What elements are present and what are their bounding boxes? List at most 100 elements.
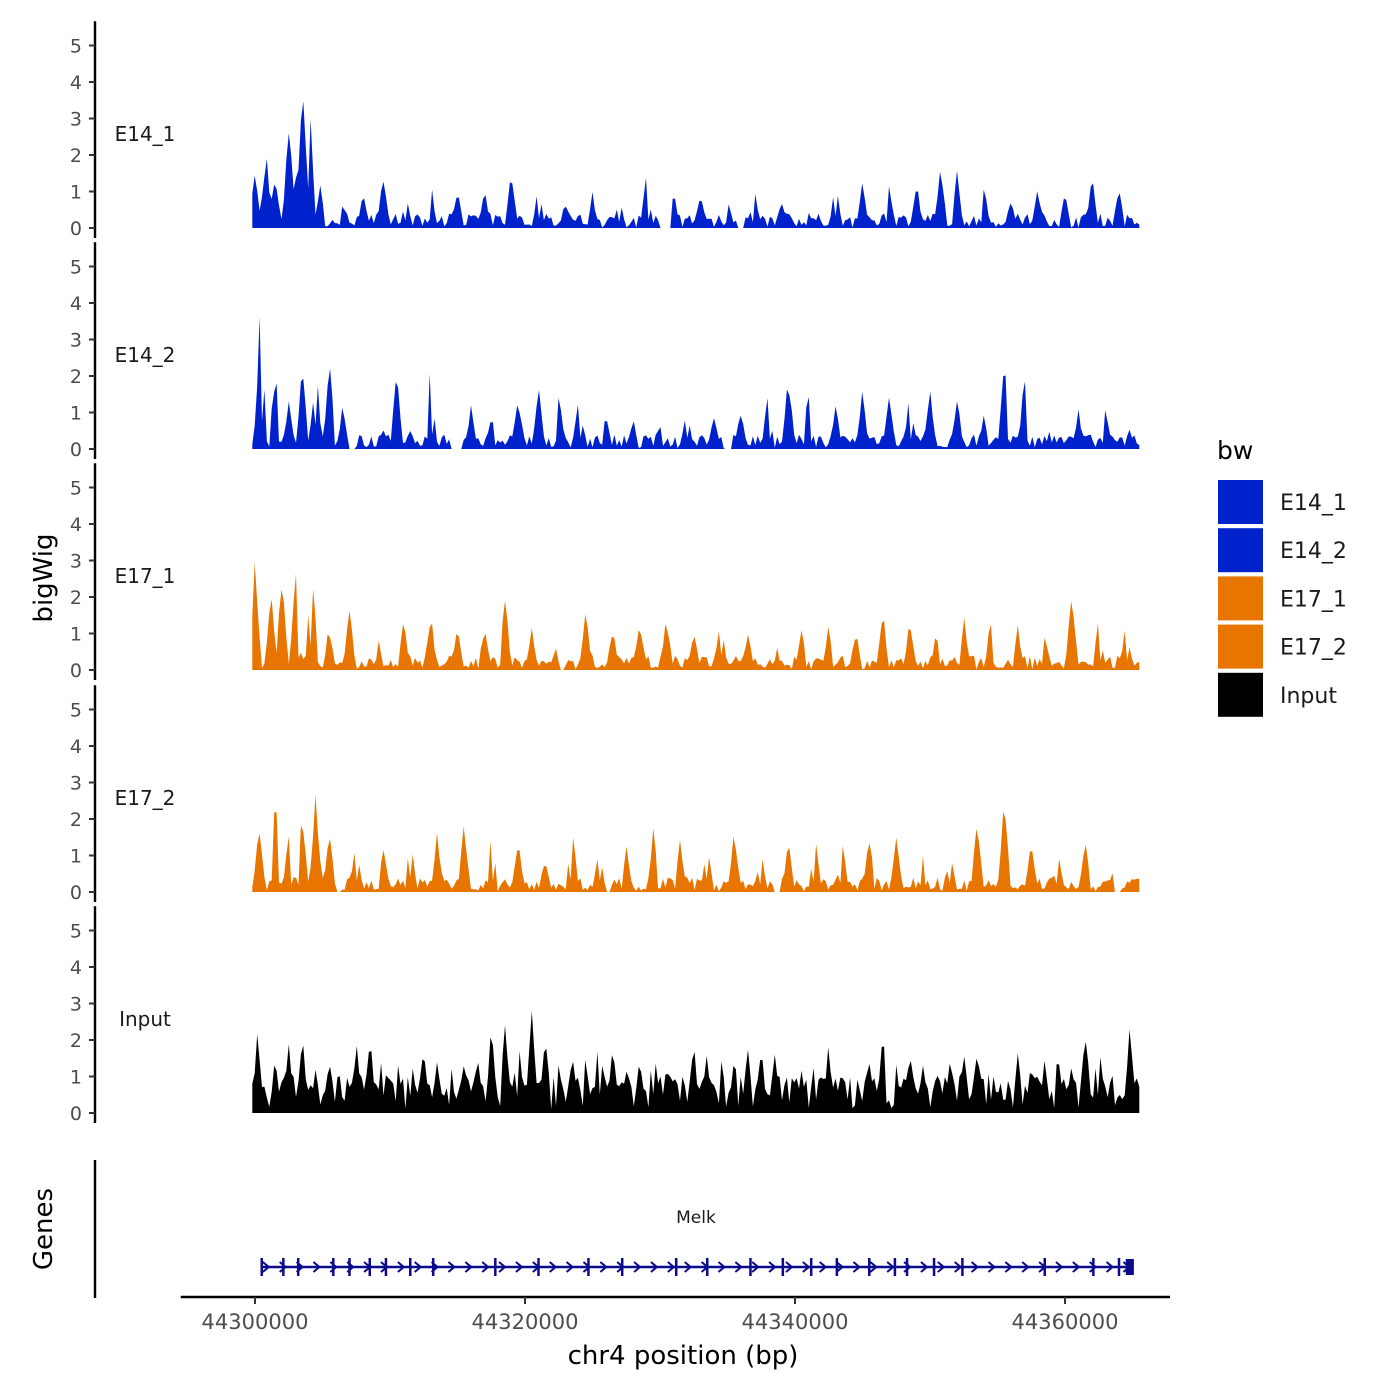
y-tick-label: 2	[70, 1030, 82, 1052]
y-tick-label: 2	[70, 145, 82, 167]
y-tick-label: 5	[70, 921, 82, 943]
track-label: Input	[119, 1007, 171, 1031]
strand-arrow	[650, 1261, 659, 1273]
y-tick-label: 5	[70, 257, 82, 279]
strand-arrow	[1021, 1261, 1030, 1273]
strand-arrow	[717, 1261, 726, 1273]
track-E17_2: 0 1 2 3 4 5 E17_2	[70, 685, 1140, 904]
y-tick-label: 1	[70, 182, 82, 204]
strand-arrow	[937, 1261, 946, 1273]
strand-arrow	[869, 1261, 878, 1273]
x-axis: 44300000 44320000 44340000 44360000	[180, 1295, 1170, 1334]
strand-arrow	[819, 1261, 828, 1273]
strand-arrow	[599, 1261, 608, 1273]
signal-area-E14_1	[252, 101, 1140, 228]
strand-arrow	[734, 1261, 743, 1273]
strand-arrow	[565, 1261, 575, 1273]
strand-arrow	[515, 1261, 524, 1273]
legend-label: E17_2	[1280, 636, 1347, 661]
strand-arrow	[1004, 1261, 1013, 1273]
y-tick-label: 0	[70, 1103, 82, 1125]
strand-arrow	[970, 1261, 980, 1273]
y-tick-label: 3	[70, 109, 82, 131]
y-tick-label: 5	[70, 36, 82, 58]
gene-name: Melk	[676, 1208, 716, 1228]
genes-track-label: Genes	[29, 1188, 59, 1270]
track-label: E14_2	[115, 343, 176, 367]
x-tick-label: 44340000	[742, 1310, 849, 1334]
signal-area-E17_2	[252, 794, 1140, 892]
legend-label: Input	[1280, 684, 1337, 709]
legend-label: E14_1	[1280, 491, 1347, 516]
y-tick-label: 4	[70, 72, 82, 94]
strand-arrow	[886, 1261, 895, 1273]
y-tick-label: 2	[70, 809, 82, 831]
y-tick-label: 2	[70, 366, 82, 388]
strand-arrow	[785, 1261, 794, 1273]
y-axis-title: bigWig	[29, 533, 59, 622]
y-tick-label: 1	[70, 403, 82, 425]
legend: bw E14_1 E14_2 E17_1 E17_2 Input	[1217, 436, 1347, 717]
y-tick-label: 3	[70, 330, 82, 352]
y-tick-label: 4	[70, 293, 82, 315]
strand-arrow	[920, 1261, 929, 1273]
strand-arrow	[1055, 1261, 1064, 1273]
strand-arrow	[835, 1261, 845, 1273]
x-tick-label: 44300000	[202, 1310, 309, 1334]
legend-swatch-E17_1	[1218, 576, 1263, 621]
strand-arrow	[1089, 1261, 1098, 1273]
strand-arrow	[312, 1261, 321, 1273]
strand-arrow	[684, 1261, 693, 1273]
y-tick-label: 0	[70, 439, 82, 461]
track-E17_1: 0 1 2 3 4 5 E17_1	[70, 463, 1140, 682]
strand-arrow	[751, 1261, 760, 1273]
y-tick-label: 0	[70, 882, 82, 904]
strand-arrow	[1105, 1261, 1115, 1273]
track-label: E14_1	[115, 122, 176, 146]
genes-track: Genes Melk	[29, 1160, 1134, 1298]
strand-arrow	[498, 1261, 507, 1273]
track-E14_2: 0 1 2 3 4 5 E14_2	[70, 242, 1140, 461]
legend-swatch-E17_2	[1218, 624, 1263, 669]
y-tick-label: 5	[70, 478, 82, 500]
y-tick-label: 2	[70, 587, 82, 609]
strand-arrow	[1072, 1261, 1081, 1273]
y-tick-label: 3	[70, 773, 82, 795]
y-tick-label: 3	[70, 551, 82, 573]
x-tick-label: 44320000	[472, 1310, 579, 1334]
y-tick-label: 0	[70, 218, 82, 240]
strand-arrow	[262, 1261, 271, 1273]
track-label: E17_1	[115, 564, 176, 588]
strand-arrow	[852, 1261, 861, 1273]
y-tick-label: 4	[70, 736, 82, 758]
legend-swatch-E14_1	[1218, 480, 1263, 524]
legend-title: bw	[1217, 436, 1253, 465]
strand-arrow	[768, 1261, 777, 1273]
y-tick-label: 4	[70, 514, 82, 536]
strand-arrow	[987, 1261, 996, 1273]
signal-area-E17_1	[252, 562, 1140, 670]
y-tick-label: 0	[70, 660, 82, 682]
track-label: E17_2	[115, 786, 176, 810]
gene-end-block	[1125, 1259, 1134, 1275]
y-tick-label: 4	[70, 957, 82, 979]
x-tick-label: 44360000	[1012, 1310, 1119, 1334]
legend-swatch-E14_2	[1218, 528, 1263, 573]
strand-arrow	[464, 1261, 473, 1273]
strand-arrow	[481, 1261, 490, 1273]
track-Input: 0 1 2 3 4 5 Input	[70, 906, 1140, 1125]
bigwig-tracks: 0 1 2 3 4 5 E14_1 0 1 2 3 4 5 E14_2 0 1 2 3 4 5 E17_1 0 1 2 3 4 5 E…	[70, 21, 1140, 1125]
strand-arrow	[549, 1261, 558, 1273]
y-tick-label: 3	[70, 994, 82, 1016]
legend-swatch-Input	[1218, 672, 1263, 717]
y-tick-label: 5	[70, 700, 82, 722]
signal-area-E14_2	[252, 316, 1140, 449]
x-axis-title: chr4 position (bp)	[568, 1341, 799, 1371]
strand-arrow	[954, 1261, 963, 1273]
strand-arrow	[414, 1261, 423, 1273]
legend-label: E14_2	[1280, 539, 1347, 564]
strand-arrow	[802, 1261, 811, 1273]
strand-arrow	[447, 1261, 456, 1273]
strand-arrow	[279, 1261, 288, 1273]
